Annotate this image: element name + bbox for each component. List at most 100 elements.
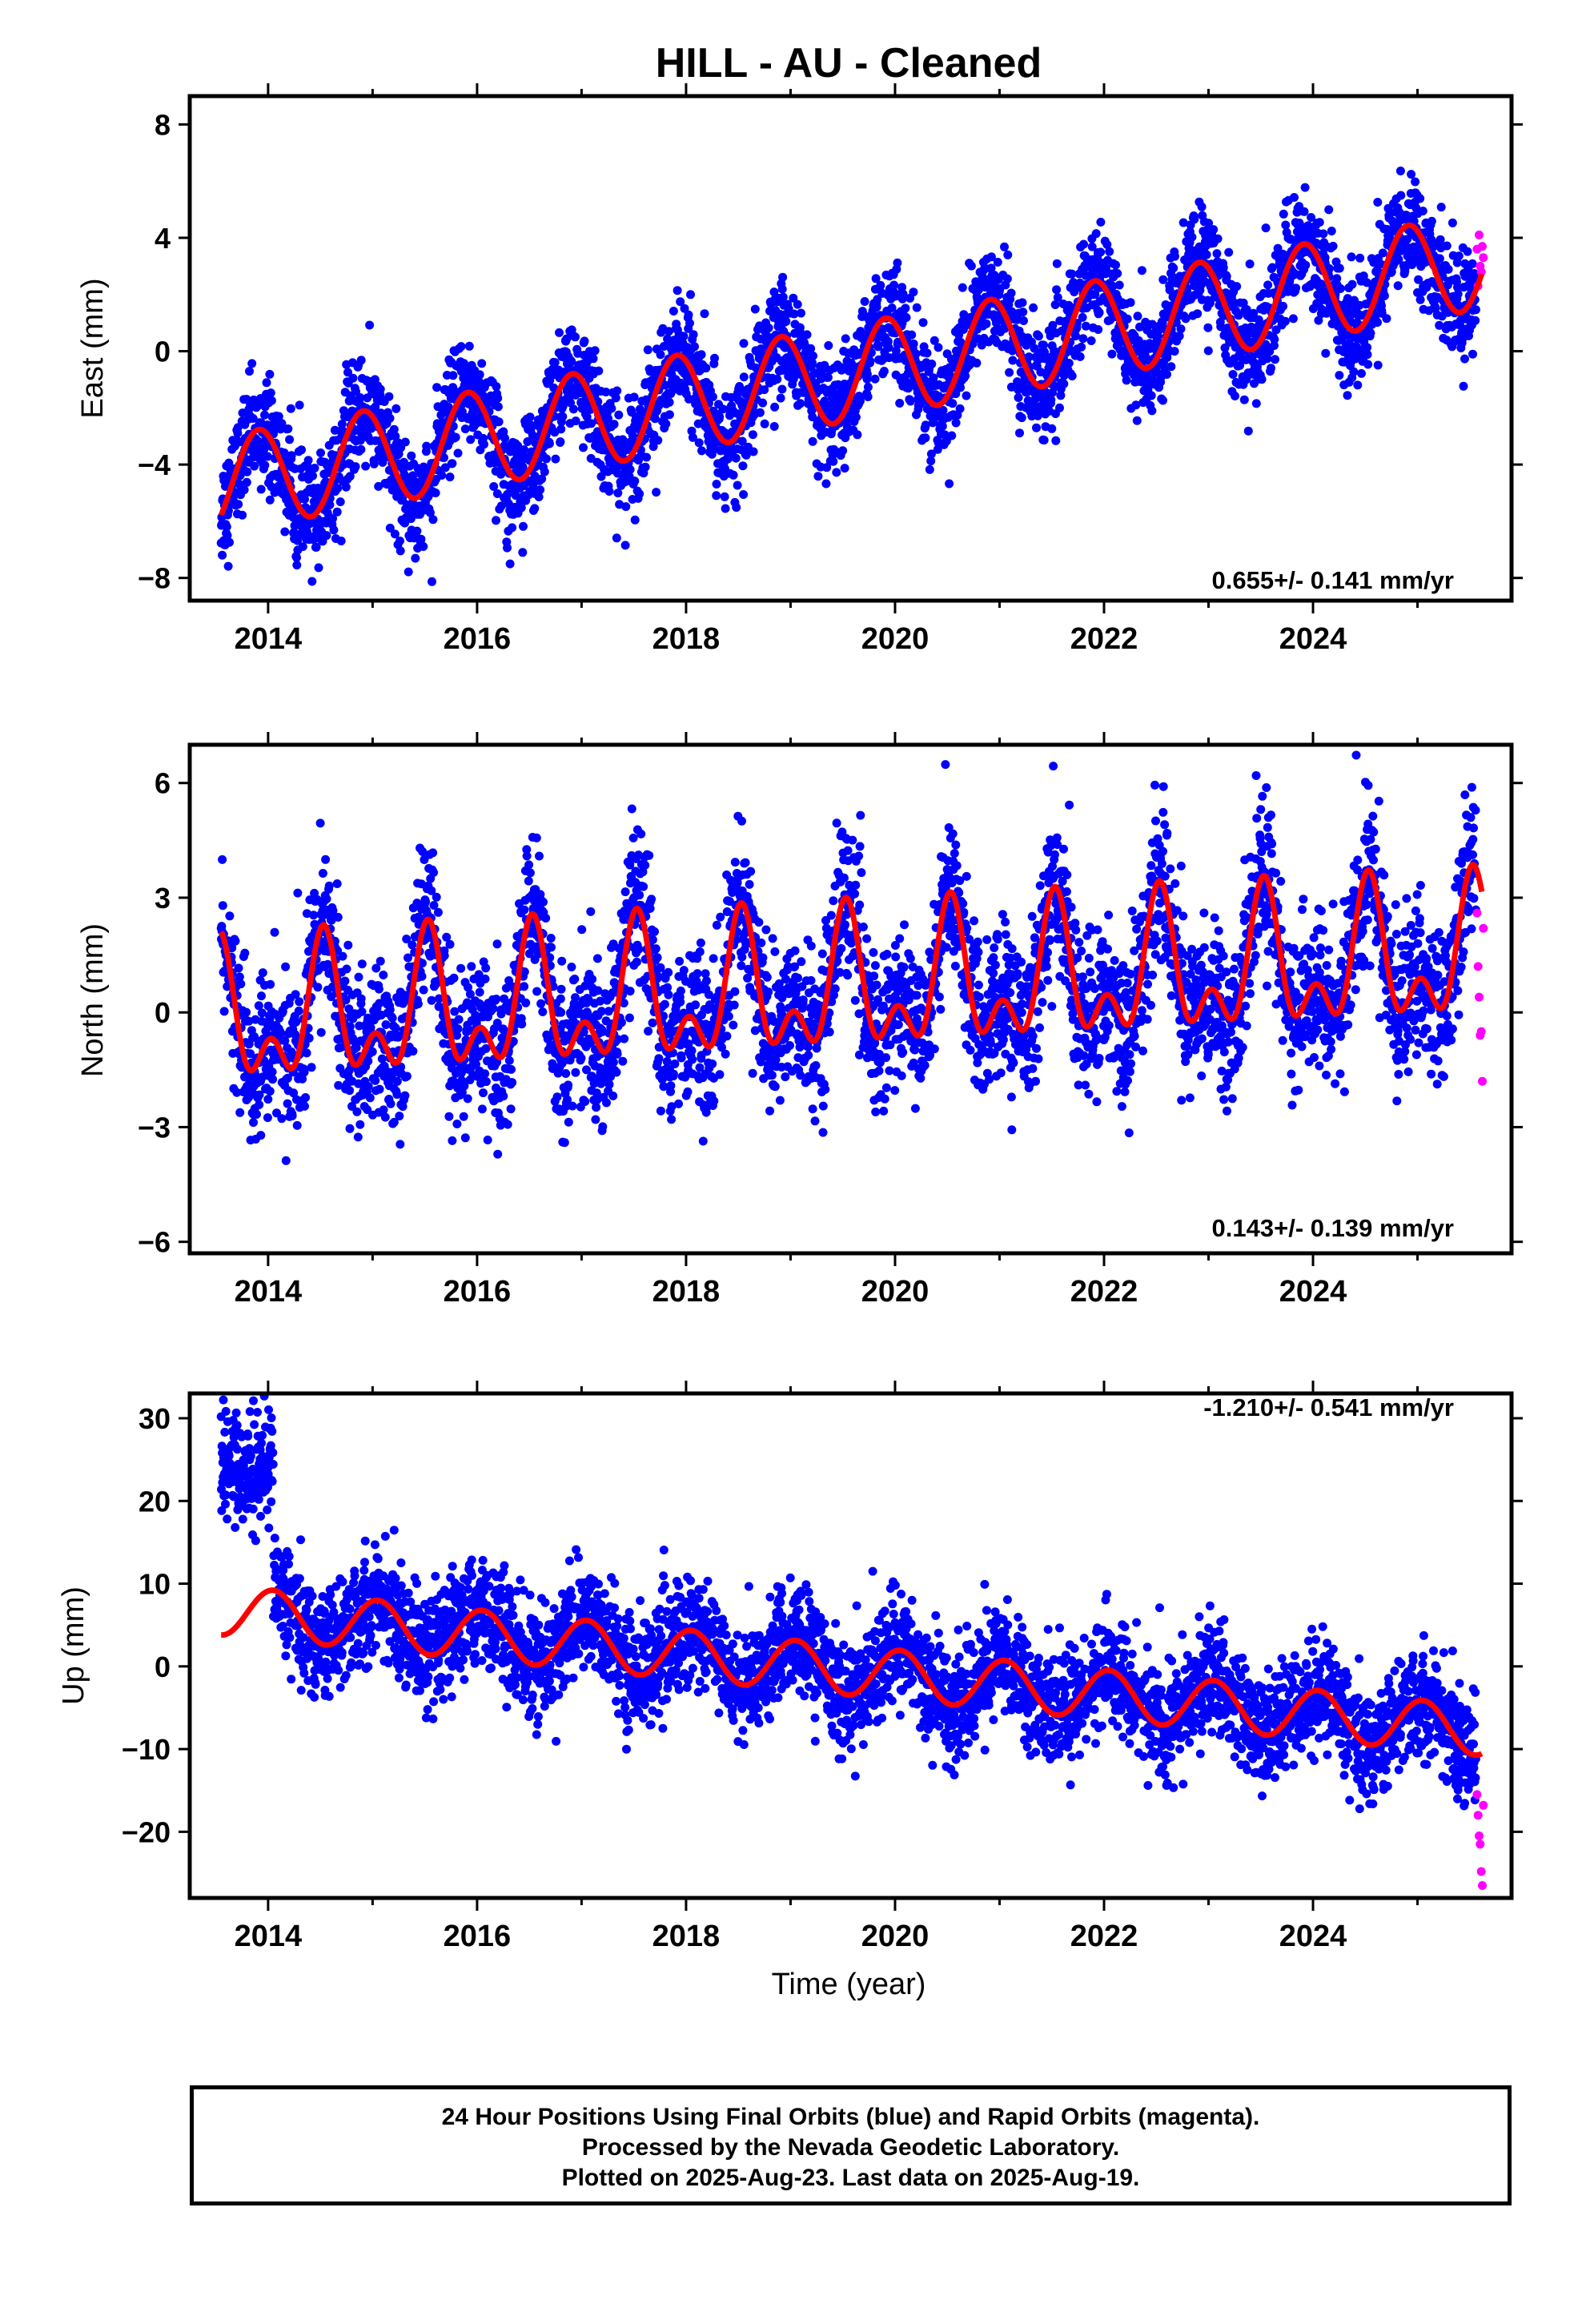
east-point xyxy=(777,284,787,294)
east-point xyxy=(285,435,295,444)
north-point xyxy=(300,1101,309,1111)
east-point xyxy=(1453,289,1463,299)
east-point xyxy=(356,356,366,365)
east-point xyxy=(1418,207,1427,215)
north-point xyxy=(475,987,484,997)
east-point xyxy=(551,454,560,464)
east-point xyxy=(480,440,488,449)
east-point xyxy=(519,521,528,531)
east-point xyxy=(669,307,678,316)
east-point xyxy=(242,477,251,487)
east-point xyxy=(918,318,928,328)
east-point xyxy=(579,443,588,452)
east-point xyxy=(369,459,379,468)
east-point xyxy=(1454,251,1464,261)
north-point xyxy=(356,994,366,1003)
east-point xyxy=(893,258,902,267)
east-ytick-label: −4 xyxy=(138,448,171,481)
north-point xyxy=(381,1020,391,1029)
north-point xyxy=(219,1007,229,1016)
east-point xyxy=(407,451,416,460)
east-point xyxy=(493,402,503,412)
east-point xyxy=(635,489,644,499)
east-point xyxy=(1243,426,1253,436)
east-points xyxy=(216,167,1480,586)
east-point xyxy=(1034,332,1043,341)
east-point xyxy=(653,436,663,445)
east-point xyxy=(1379,291,1389,300)
east-point xyxy=(862,369,872,379)
east-point xyxy=(428,577,436,586)
east-point xyxy=(384,392,394,401)
east-point xyxy=(260,410,269,420)
east-point xyxy=(905,396,915,406)
east-point xyxy=(652,488,661,497)
east-point xyxy=(733,480,742,490)
east-point xyxy=(1219,263,1228,272)
north-point xyxy=(234,963,243,973)
east-point xyxy=(1197,202,1207,211)
east-point xyxy=(796,399,805,408)
east-point xyxy=(922,348,932,358)
east-xtick-label: 2022 xyxy=(1070,622,1138,656)
north-point xyxy=(307,1063,316,1072)
east-point xyxy=(432,383,442,392)
east-point xyxy=(909,287,918,297)
east-point xyxy=(777,384,787,394)
north-point xyxy=(429,868,439,877)
east-point xyxy=(1091,229,1101,239)
east-point xyxy=(665,410,674,420)
east-point xyxy=(314,563,323,573)
east-point xyxy=(1096,217,1106,227)
east-point xyxy=(1133,312,1142,321)
east-point xyxy=(1094,325,1103,334)
east-point xyxy=(453,448,463,458)
east-point xyxy=(750,304,760,314)
east-point xyxy=(925,464,934,474)
east-point xyxy=(1176,324,1186,334)
north-point xyxy=(281,962,291,971)
east-point xyxy=(588,354,598,364)
east-point xyxy=(329,525,339,535)
east-point xyxy=(328,514,337,523)
east-point xyxy=(222,522,231,532)
east-point xyxy=(1132,416,1142,425)
east-point xyxy=(1006,288,1016,298)
east-point xyxy=(544,439,554,448)
east-point xyxy=(525,412,535,422)
east-point xyxy=(1471,316,1480,325)
east-point xyxy=(456,342,466,352)
north-point xyxy=(459,1112,468,1121)
east-point xyxy=(267,396,276,405)
east-point xyxy=(571,332,580,342)
east-point xyxy=(793,300,802,309)
east-point xyxy=(955,404,965,413)
east-point xyxy=(958,283,967,292)
north-point xyxy=(343,940,353,950)
east-point xyxy=(1017,413,1026,423)
east-point xyxy=(262,378,271,388)
east-point xyxy=(297,445,307,455)
north-point xyxy=(365,1093,375,1103)
east-point xyxy=(1471,305,1480,315)
north-point xyxy=(345,1124,355,1133)
east-point xyxy=(520,445,529,454)
east-point xyxy=(1169,263,1178,273)
north-point xyxy=(413,999,423,1009)
east-point xyxy=(640,462,650,472)
east-point xyxy=(1064,359,1074,368)
east-point xyxy=(238,510,247,520)
east-point xyxy=(307,577,317,586)
north-point xyxy=(258,968,267,978)
east-point xyxy=(1319,229,1328,239)
east-point xyxy=(493,393,503,403)
east-point xyxy=(685,319,694,328)
east-point xyxy=(233,423,243,432)
east-point xyxy=(558,412,568,421)
east-point xyxy=(322,531,331,541)
east-point xyxy=(1363,360,1373,369)
east-point xyxy=(708,392,717,401)
east-point xyxy=(555,328,564,337)
